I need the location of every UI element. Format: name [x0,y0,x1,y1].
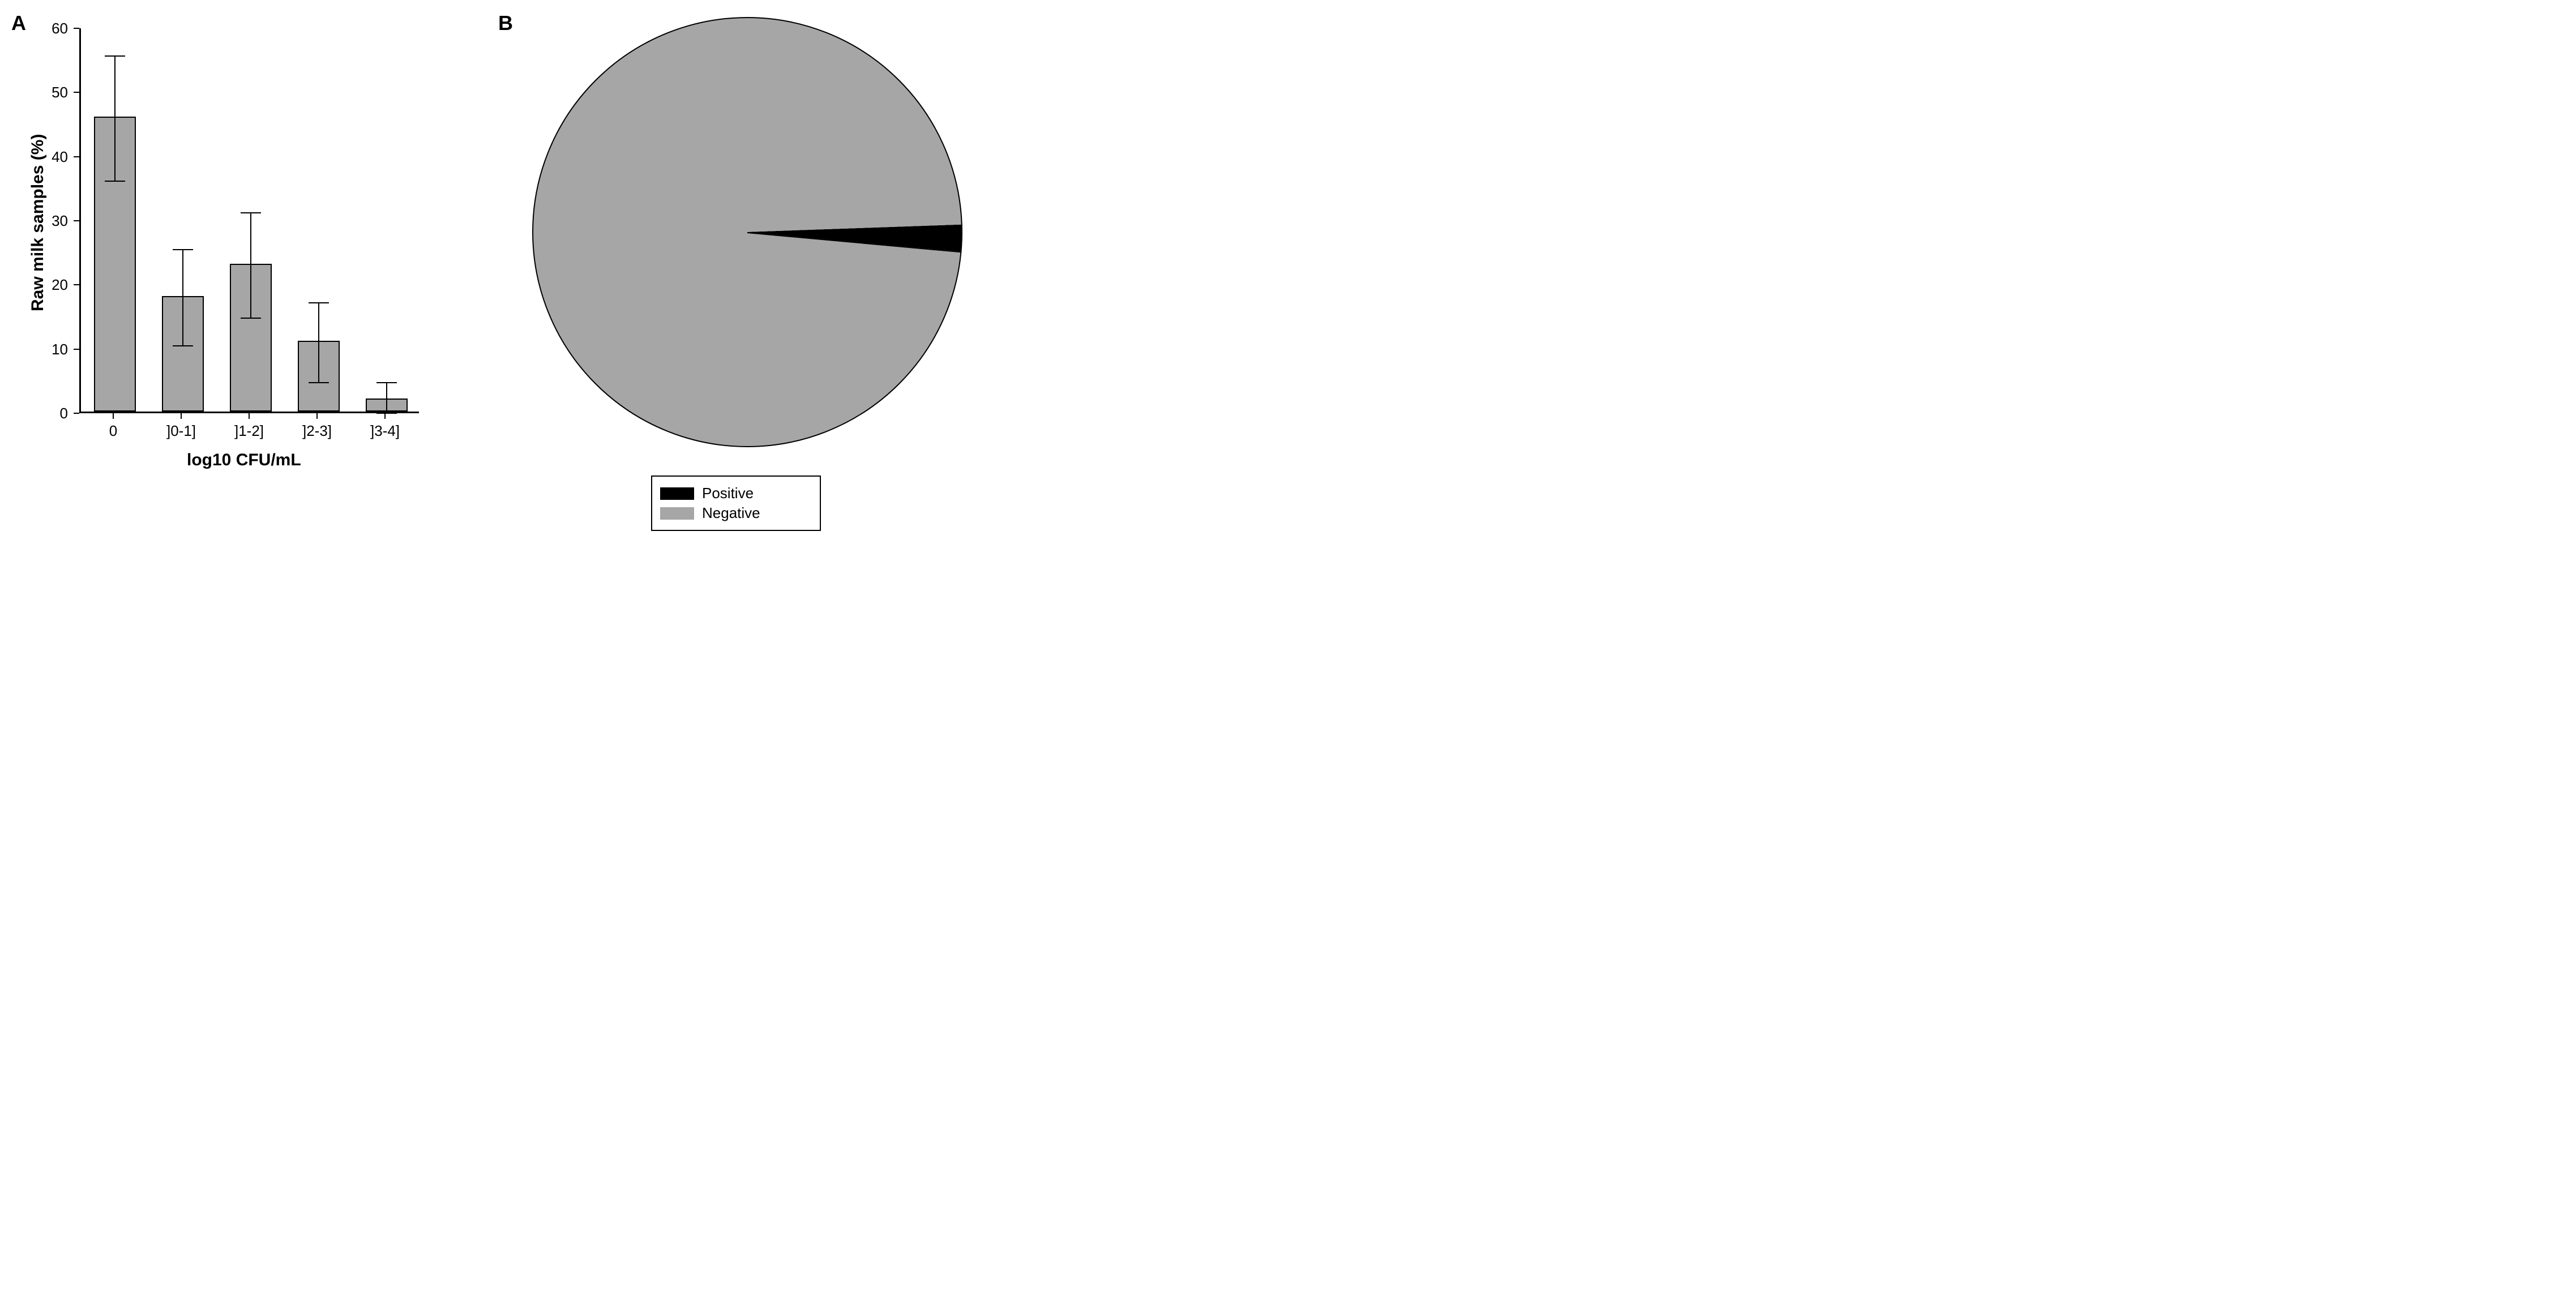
error-bar [250,213,251,318]
legend-swatch [660,487,694,500]
xtick [316,413,318,419]
xtick-label: 0 [79,422,147,440]
legend-label: Negative [702,504,760,522]
panel-a: A Raw milk samples (%) log10 CFU/mL 0102… [11,11,442,521]
error-bar [114,56,115,181]
error-cap-low [241,318,261,319]
error-cap-high [309,302,329,303]
error-bar [318,303,319,383]
error-cap-high [376,382,397,383]
error-cap-low [105,181,125,182]
xtick [384,413,386,419]
figure-root: A Raw milk samples (%) log10 CFU/mL 0102… [0,0,2576,532]
pie-legend: Positive Negative [651,475,821,531]
error-bar [386,383,387,413]
ytick-label: 20 [40,276,68,294]
ytick [74,156,79,157]
ytick [74,349,79,350]
ytick-label: 0 [40,405,68,422]
ytick-label: 10 [40,341,68,358]
legend-label: Positive [702,485,754,502]
ytick [74,28,79,29]
error-cap-high [173,249,193,250]
xtick-label: ]3-4] [351,422,419,440]
error-bar [182,250,183,346]
error-cap-low [173,345,193,346]
error-cap-low [309,382,329,383]
ytick [74,220,79,221]
panel-b: B Positive Negative [498,11,996,521]
legend-row: Positive [660,485,812,502]
ytick [74,284,79,285]
legend-swatch [660,507,694,520]
error-cap-high [105,55,125,57]
panel-b-label: B [498,11,513,35]
error-cap-low [376,413,397,414]
ytick-label: 40 [40,148,68,166]
ytick [74,413,79,414]
panel-a-label: A [11,11,26,35]
xtick [249,413,250,419]
xtick [181,413,182,419]
bar-chart-xlabel: log10 CFU/mL [187,451,301,470]
legend-row: Negative [660,504,812,522]
xtick-label: ]1-2] [215,422,283,440]
xtick [113,413,114,419]
error-cap-high [241,212,261,213]
ytick-label: 30 [40,212,68,230]
bar-chart-plot-area [79,28,419,413]
ytick-label: 60 [40,20,68,37]
xtick-label: ]2-3] [283,422,351,440]
ytick [74,92,79,93]
xtick-label: ]0-1] [147,422,215,440]
ytick-label: 50 [40,84,68,101]
